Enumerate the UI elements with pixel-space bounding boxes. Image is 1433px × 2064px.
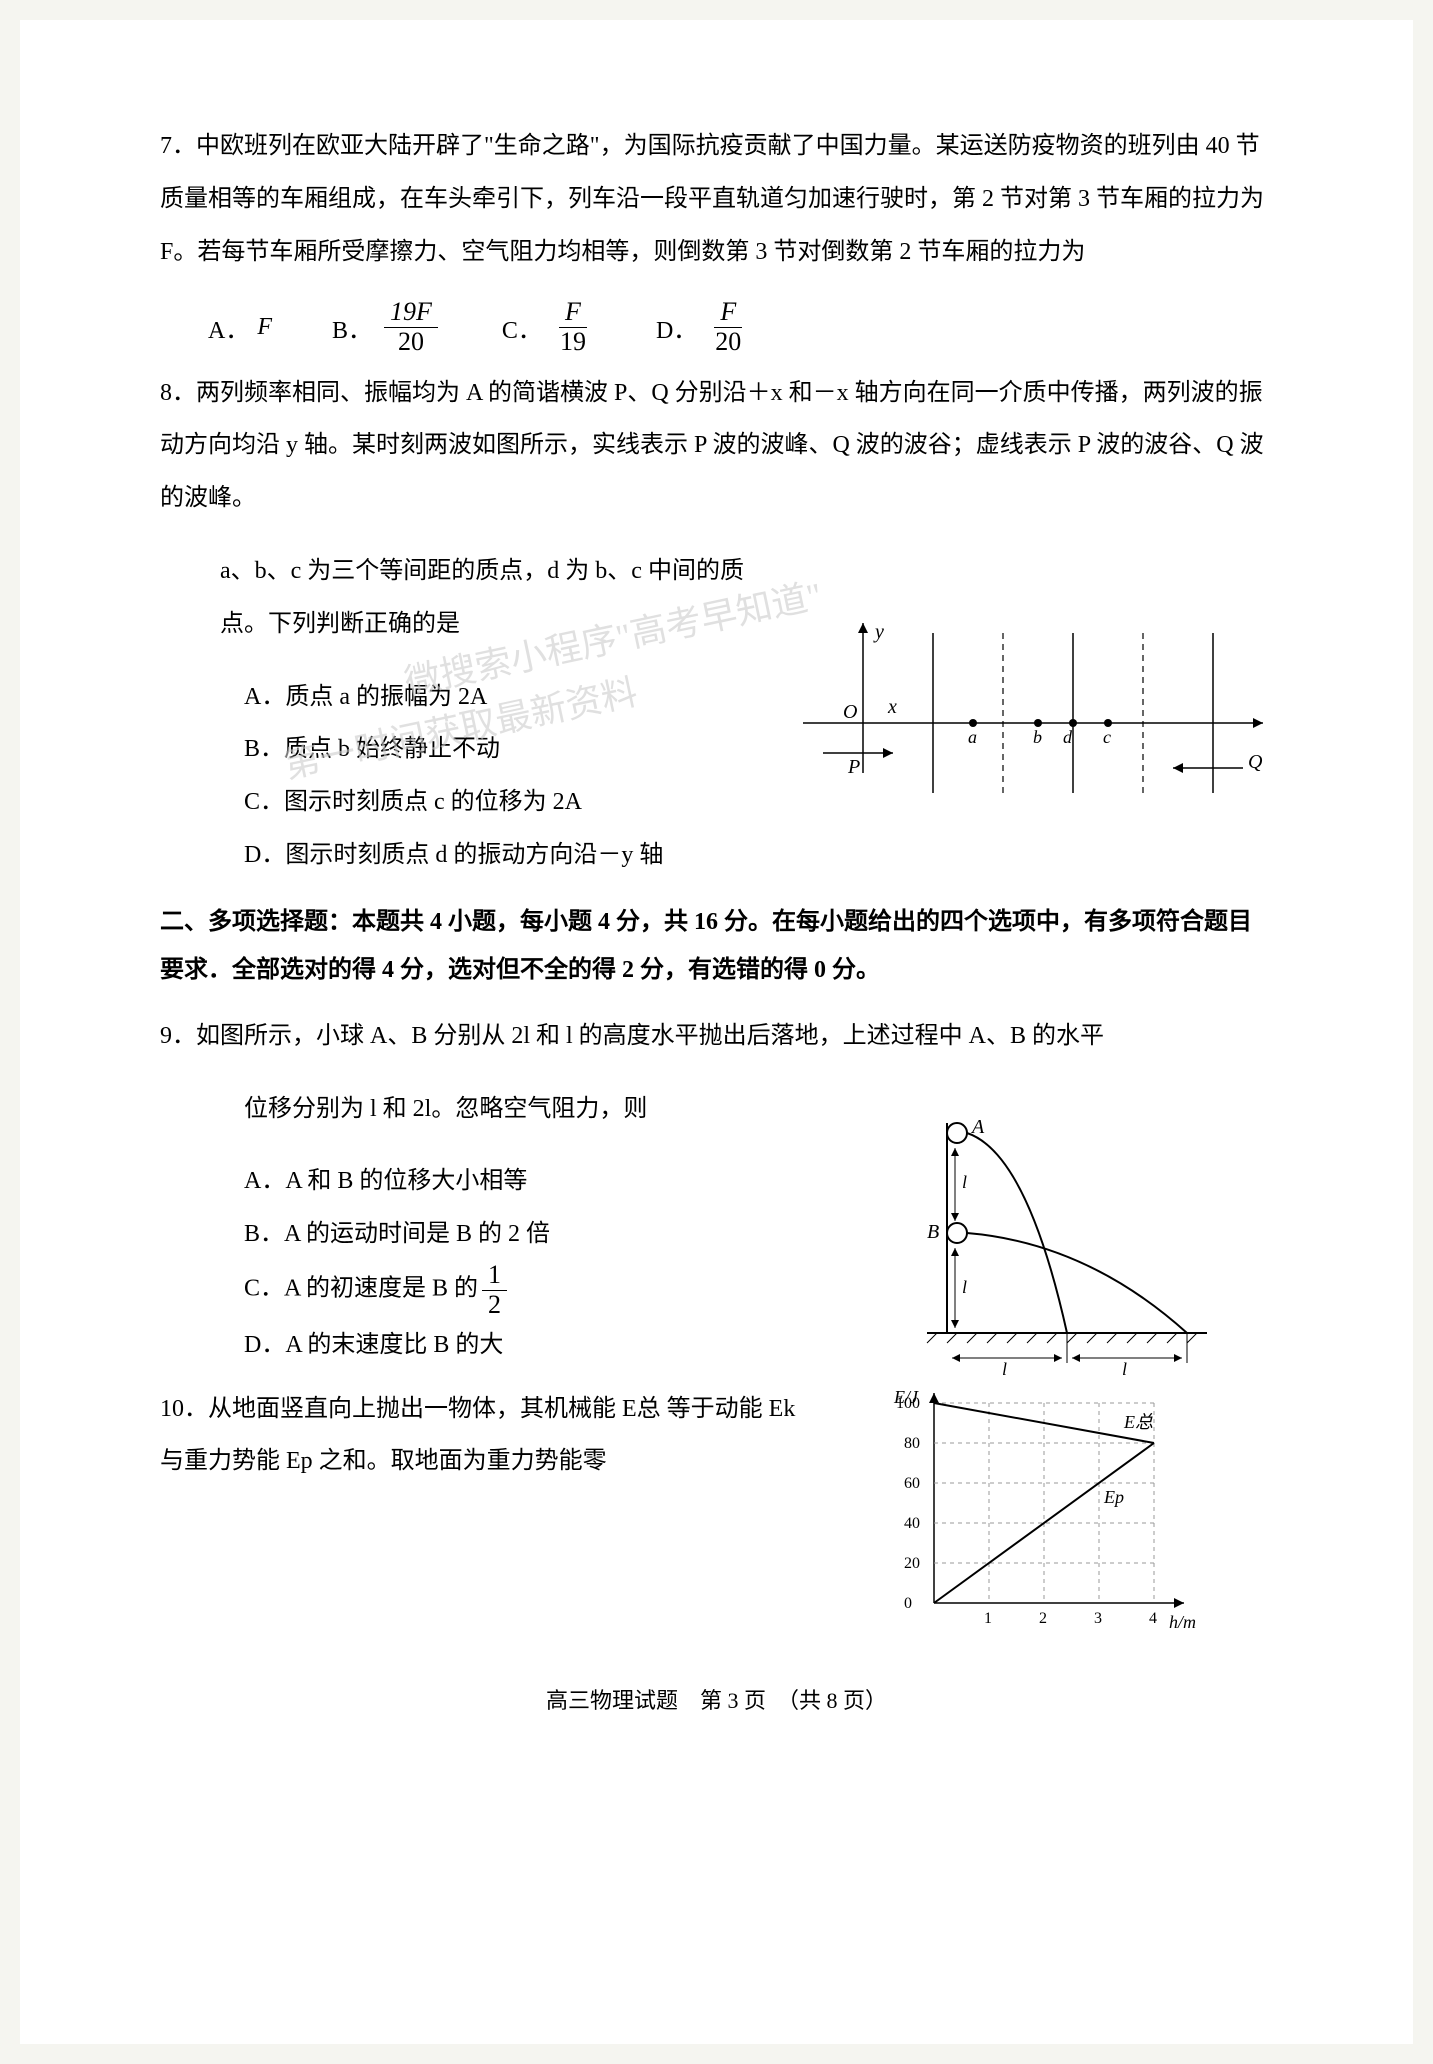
q10-text: 从地面竖直向上抛出一物体，其机械能 E总 等于动能 Ek 与重力势能 Ep 之和… [160,1396,795,1475]
svg-text:0: 0 [904,1595,912,1612]
q8-pt-c: c [1103,727,1111,747]
svg-text:100: 100 [896,1395,920,1412]
q8-P: P [847,756,860,778]
svg-text:1: 1 [984,1610,992,1627]
q9-body: 位移分别为 l 和 2l。忽略空气阻力，则 A．A 和 B 的位移大小相等 B．… [160,1083,1273,1383]
q8-body: a、b、c 为三个等间距的质点，d 为 b、c 中间的质点。下列判断正确的是 A… [160,545,1273,882]
q8-pt-b: b [1033,727,1042,747]
q7-opt-c: C．F19 [502,298,596,356]
question-9: 9．如图所示，小球 A、B 分别从 2l 和 l 的高度水平抛出后落地，上述过程… [160,1010,1273,1063]
page-footer: 高三物理试题 第 3 页 （共 8 页） [160,1683,1273,1715]
q8-text-in: a、b、c 为三个等间距的质点，d 为 b、c 中间的质点。下列判断正确的是 [160,545,772,651]
q9-opt-d: D．A 的末速度比 B 的大 [244,1319,850,1372]
question-10: 10．从地面竖直向上抛出一物体，其机械能 E总 等于动能 Ek 与重力势能 Ep… [160,1383,806,1489]
q9-l3: l [1002,1359,1007,1379]
svg-text:40: 40 [904,1515,920,1532]
q9-opt-a: A．A 和 B 的位移大小相等 [244,1155,850,1208]
q7-number: 7． [160,120,196,173]
svg-text:80: 80 [904,1435,920,1452]
q9-l1: l [962,1172,967,1192]
q9-opt-b: B．A 的运动时间是 B 的 2 倍 [244,1208,850,1261]
q8-pt-a: a [968,727,977,747]
q8-text-pre: 两列频率相同、振幅均为 A 的简谐横波 P、Q 分别沿＋x 和－x 轴方向在同一… [160,380,1264,512]
exam-page: 微搜索小程序"高考早知道" 第一时间获取最新资料 7．中欧班列在欧亚大陆开辟了"… [20,20,1413,2044]
section-2-header: 二、多项选择题：本题共 4 小题，每小题 4 分，共 16 分。在每小题给出的四… [160,898,1273,994]
svg-text:4: 4 [1149,1610,1157,1627]
q8-Q: Q [1248,751,1263,773]
q10-xlabel: h/m [1169,1612,1196,1632]
q10-number: 10． [160,1383,208,1436]
q8-diagram: y x O P Q a [793,593,1273,833]
q7-opt-a: A．F [208,310,272,345]
svg-text:3: 3 [1094,1610,1102,1627]
q8-y-label: y [873,621,884,643]
q10-diagram: E/J h/m 0 20 40 60 [884,1383,1204,1643]
q8-x-label: x [887,696,897,718]
q8-opt-a: A．质点 a 的振幅为 2A [244,671,772,724]
svg-text:60: 60 [904,1475,920,1492]
q8-O: O [843,701,857,723]
question-7: 7．中欧班列在欧亚大陆开辟了"生命之路"，为国际抗疫贡献了中国力量。某运送防疫物… [160,120,1273,278]
q9-text-in: 位移分别为 l 和 2l。忽略空气阻力，则 [160,1083,850,1136]
q7-options: A．F B．19F20 C．F19 D．F20 [160,298,1273,356]
q10-etotal: E总 [1123,1412,1153,1432]
q9-opt-c: C．A 的初速度是 B 的12 [244,1261,850,1319]
q7-opt-d: D．F20 [656,298,751,356]
q10-ep: Ep [1103,1487,1124,1507]
question-10-container: 10．从地面竖直向上抛出一物体，其机械能 E总 等于动能 Ek 与重力势能 Ep… [160,1383,1273,1643]
q8-pt-d: d [1063,727,1073,747]
q9-B: B [927,1221,939,1243]
question-8: 8．两列频率相同、振幅均为 A 的简谐横波 P、Q 分别沿＋x 和－x 轴方向在… [160,367,1273,525]
q7-opt-b: B．19F20 [332,298,442,356]
q9-number: 9． [160,1010,196,1063]
svg-text:20: 20 [904,1555,920,1572]
q9-diagram: A B l l l [907,1103,1227,1383]
q8-opt-b: B．质点 b 始终静止不动 [244,723,772,776]
svg-text:2: 2 [1039,1610,1047,1627]
q8-opt-d: D．图示时刻质点 d 的振动方向沿－y 轴 [244,829,772,882]
q8-number: 8． [160,367,196,420]
q9-l4: l [1122,1359,1127,1379]
q9-l2: l [962,1277,967,1297]
q8-opt-c: C．图示时刻质点 c 的位移为 2A [244,776,772,829]
q9-text-pre: 如图所示，小球 A、B 分别从 2l 和 l 的高度水平抛出后落地，上述过程中 … [196,1023,1104,1049]
q7-text: 中欧班列在欧亚大陆开辟了"生命之路"，为国际抗疫贡献了中国力量。某运送防疫物资的… [160,133,1264,265]
